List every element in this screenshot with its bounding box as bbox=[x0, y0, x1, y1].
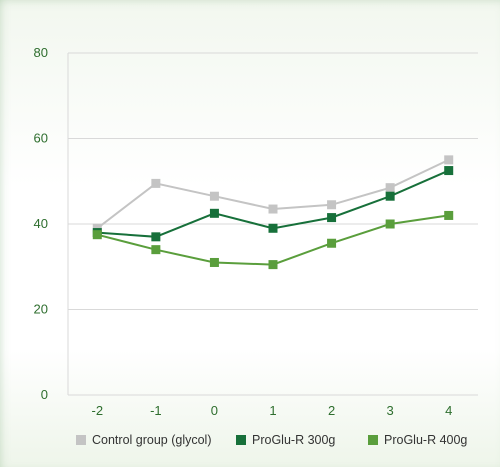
series-0-point bbox=[385, 183, 395, 193]
y-tick-label: 40 bbox=[34, 216, 48, 231]
legend-swatch-proglu-300 bbox=[236, 435, 246, 445]
legend-item-proglu-300: ProGlu-R 300g bbox=[236, 433, 335, 447]
legend-label-control: Control group (glycol) bbox=[92, 433, 212, 447]
series-2-point bbox=[151, 245, 161, 255]
legend-item-control: Control group (glycol) bbox=[76, 433, 212, 447]
series-1-point bbox=[151, 232, 161, 242]
series-1-point bbox=[327, 213, 337, 223]
legend-swatch-proglu-400 bbox=[368, 435, 378, 445]
series-2-point bbox=[209, 257, 219, 267]
x-tick-label: 2 bbox=[328, 403, 335, 418]
series-1-point bbox=[385, 191, 395, 201]
y-tick-label: 60 bbox=[34, 131, 48, 146]
series-line-2 bbox=[97, 214, 449, 266]
y-tick-label: 0 bbox=[41, 387, 48, 402]
chart-legend: Control group (glycol) ProGlu-R 300g Pro… bbox=[0, 433, 500, 453]
series-2-point bbox=[268, 260, 278, 270]
x-tick-label: 0 bbox=[211, 403, 218, 418]
y-tick-label: 80 bbox=[34, 45, 48, 60]
x-tick-label: 1 bbox=[269, 403, 276, 418]
series-0-point bbox=[209, 191, 219, 201]
x-tick-label: -1 bbox=[150, 403, 162, 418]
series-2-point bbox=[92, 230, 102, 240]
x-tick-label: 3 bbox=[387, 403, 394, 418]
legend-swatch-control bbox=[76, 435, 86, 445]
legend-item-proglu-400: ProGlu-R 400g bbox=[368, 433, 467, 447]
series-2-point bbox=[444, 210, 454, 220]
series-0-point bbox=[268, 204, 278, 214]
series-0-point bbox=[151, 178, 161, 188]
y-tick-label: 20 bbox=[34, 302, 48, 317]
x-tick-label: 4 bbox=[445, 403, 452, 418]
series-0-point bbox=[327, 200, 337, 210]
series-2-point bbox=[385, 219, 395, 229]
legend-label-proglu-300: ProGlu-R 300g bbox=[252, 433, 336, 447]
series-1-point bbox=[444, 166, 454, 176]
x-tick-label: -2 bbox=[92, 403, 104, 418]
series-2-point bbox=[327, 238, 337, 248]
legend-label-proglu-400: ProGlu-R 400g bbox=[384, 433, 468, 447]
series-1-point bbox=[209, 208, 219, 218]
series-0-point bbox=[444, 155, 454, 165]
series-1-point bbox=[268, 223, 278, 233]
